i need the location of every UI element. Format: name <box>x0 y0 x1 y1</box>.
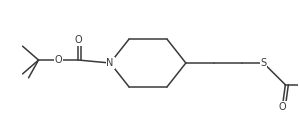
Text: S: S <box>260 58 266 68</box>
Text: O: O <box>55 55 62 65</box>
Text: N: N <box>106 58 114 68</box>
Text: O: O <box>279 102 286 111</box>
Text: O: O <box>74 35 82 45</box>
